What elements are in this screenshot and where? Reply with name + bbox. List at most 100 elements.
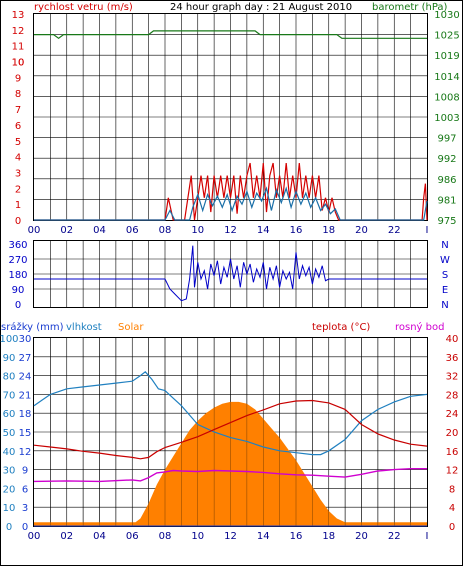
temperature-tick-label: 32 <box>446 372 459 383</box>
humidity-tick-label: 50 <box>3 428 16 439</box>
temperature-tick-label: 28 <box>446 390 459 401</box>
wind-tick-label: 1 <box>15 200 21 211</box>
wind-tick-label: 5 <box>15 137 21 148</box>
rain-tick-label: 6 <box>22 484 28 495</box>
hour-tick-label: 18 <box>322 531 335 542</box>
humidity-tick-label: 30 <box>3 466 16 477</box>
pressure-tick-label: 975 <box>437 216 456 227</box>
wind-tick-label: 13 <box>12 10 25 21</box>
chart-title: 24 hour graph day : 21 August 2010 <box>170 2 352 13</box>
wind-gust-series-line <box>34 186 428 221</box>
pressure-tick-label: 1008 <box>434 92 459 103</box>
wind-tick-label: 4 <box>15 153 21 164</box>
pressure-tick-label: 997 <box>437 134 456 145</box>
solar-axis-label: Solar <box>118 322 144 333</box>
hour-tick-label: 12 <box>224 531 237 542</box>
hour-tick-label: 06 <box>126 225 139 236</box>
hour-tick-label: 20 <box>355 225 368 236</box>
compass-tick-label: E <box>442 285 448 296</box>
direction-tick-label: 270 <box>8 255 27 266</box>
humidity-tick-label: 60 <box>3 409 16 420</box>
hour-tick-label: 02 <box>60 225 73 236</box>
humidity-tick-label: 80 <box>3 372 16 383</box>
temperature-tick-label: 0 <box>449 522 455 533</box>
wind-pressure-grid <box>34 14 427 220</box>
direction-tick-label: 90 <box>12 285 25 296</box>
hour-tick-label: 06 <box>126 531 139 542</box>
rain-tick-label: 12 <box>19 447 32 458</box>
temperature-series-line <box>33 399 428 460</box>
compass-tick-label: N <box>441 240 448 251</box>
hour-tick-label: 00 <box>28 225 41 236</box>
humidity-tick-label: 90 <box>3 353 16 364</box>
rain-tick-label: 30 <box>19 334 32 345</box>
humidity-tick-label: 70 <box>3 390 16 401</box>
rain-axis-label: srážky (mm) <box>1 321 64 333</box>
humidity-series-line <box>33 370 428 456</box>
axis-ticks: 9759819869929971003100810141019102510300… <box>0 10 460 542</box>
humidity-tick-label: 10 <box>3 503 16 514</box>
pressure-tick-label: 1025 <box>434 31 459 42</box>
wind-tick-label: 10 <box>12 58 25 69</box>
humidity-tick-label: 0 <box>6 522 12 533</box>
hour-tick-label: 20 <box>355 531 368 542</box>
humidity-axis-label: vlhkost <box>66 322 102 333</box>
hour-tick-label: 08 <box>159 531 172 542</box>
hour-tick-label: 16 <box>290 225 303 236</box>
pressure-series-line <box>34 30 427 40</box>
direction-series <box>34 245 427 302</box>
wind-tick-label: 12 <box>12 26 25 37</box>
pressure-tick-label: 992 <box>437 154 456 165</box>
hour-tick-label: 10 <box>191 531 204 542</box>
wind-tick-label: 0 <box>15 216 21 227</box>
wind-pressure-series <box>34 30 428 221</box>
pressure-tick-label: 1003 <box>434 113 459 124</box>
temperature-tick-label: 40 <box>446 334 459 345</box>
hour-tick-label: 10 <box>191 225 204 236</box>
humidity-tick-label: 100 <box>0 334 19 345</box>
rain-tick-label: 0 <box>22 522 28 533</box>
humidity-tick-label: 20 <box>3 484 16 495</box>
wind-tick-label: 3 <box>15 168 21 179</box>
hour-tick-label: 16 <box>290 531 303 542</box>
pressure-axis-label: barometr (hPa) <box>372 2 448 13</box>
wind-tick-label: 2 <box>15 184 21 195</box>
temperature-tick-label: 12 <box>446 466 459 477</box>
wind-tick-label: 9 <box>15 73 21 84</box>
temperature-tick-label: 4 <box>449 503 455 514</box>
dewpoint-axis-label: rosný bod <box>395 321 444 333</box>
rain-tick-label: 27 <box>19 353 32 364</box>
dewpoint-series-line <box>33 468 427 483</box>
wind-tick-label: 7 <box>15 105 21 116</box>
hour-tick-label: I <box>426 531 429 542</box>
hour-tick-label: 04 <box>93 531 106 542</box>
hour-tick-label: I <box>426 225 429 236</box>
rain-tick-label: 9 <box>22 466 28 477</box>
compass-tick-label: W <box>440 255 450 266</box>
pressure-tick-label: 1019 <box>434 51 459 62</box>
wind-pressure-plot-frame <box>33 13 428 221</box>
rain-tick-label: 24 <box>19 372 32 383</box>
hour-tick-label: 14 <box>257 225 270 236</box>
compass-tick-label: S <box>442 270 448 281</box>
pressure-tick-label: 981 <box>437 195 456 206</box>
rain-tick-label: 15 <box>19 428 32 439</box>
hour-tick-label: 08 <box>159 225 172 236</box>
rain-tick-label: 18 <box>19 409 32 420</box>
temperature-tick-label: 16 <box>446 447 459 458</box>
direction-plot-frame <box>33 240 428 308</box>
hour-tick-label: 02 <box>60 531 73 542</box>
temperature-tick-label: 24 <box>446 409 459 420</box>
temperature-axis-label: teplota (°C) <box>312 322 370 333</box>
compass-tick-label: N <box>441 300 448 311</box>
hour-tick-label: 04 <box>93 225 106 236</box>
wind-speed-series-line <box>34 162 428 221</box>
pressure-tick-label: 986 <box>437 175 456 186</box>
direction-tick-label: 360 <box>8 240 27 251</box>
hour-tick-label: 12 <box>224 225 237 236</box>
wind-tick-label: 6 <box>15 121 21 132</box>
hour-tick-label: 14 <box>257 531 270 542</box>
hour-tick-label: 22 <box>388 531 401 542</box>
